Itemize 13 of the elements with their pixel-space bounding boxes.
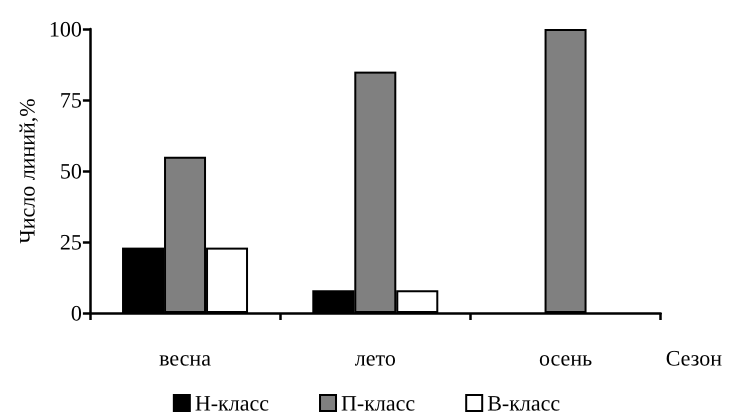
y-tick-label: 0 <box>70 300 82 326</box>
legend-label: Н-класс <box>194 390 270 416</box>
legend-label: П-класс <box>341 390 416 416</box>
y-tick-label: 100 <box>48 16 82 42</box>
y-tick-label: 25 <box>60 230 82 254</box>
y-axis-title: Число линий,% <box>14 98 40 244</box>
y-tick-label: 50 <box>60 158 82 184</box>
legend-label: В-класс <box>487 390 560 416</box>
x-tick-label: весна <box>159 346 212 370</box>
x-tick-label: осень <box>538 346 592 370</box>
x-tick-label: лето <box>354 346 396 370</box>
y-tick-label: 75 <box>60 88 82 112</box>
x-axis-title: Сезон <box>666 346 722 370</box>
